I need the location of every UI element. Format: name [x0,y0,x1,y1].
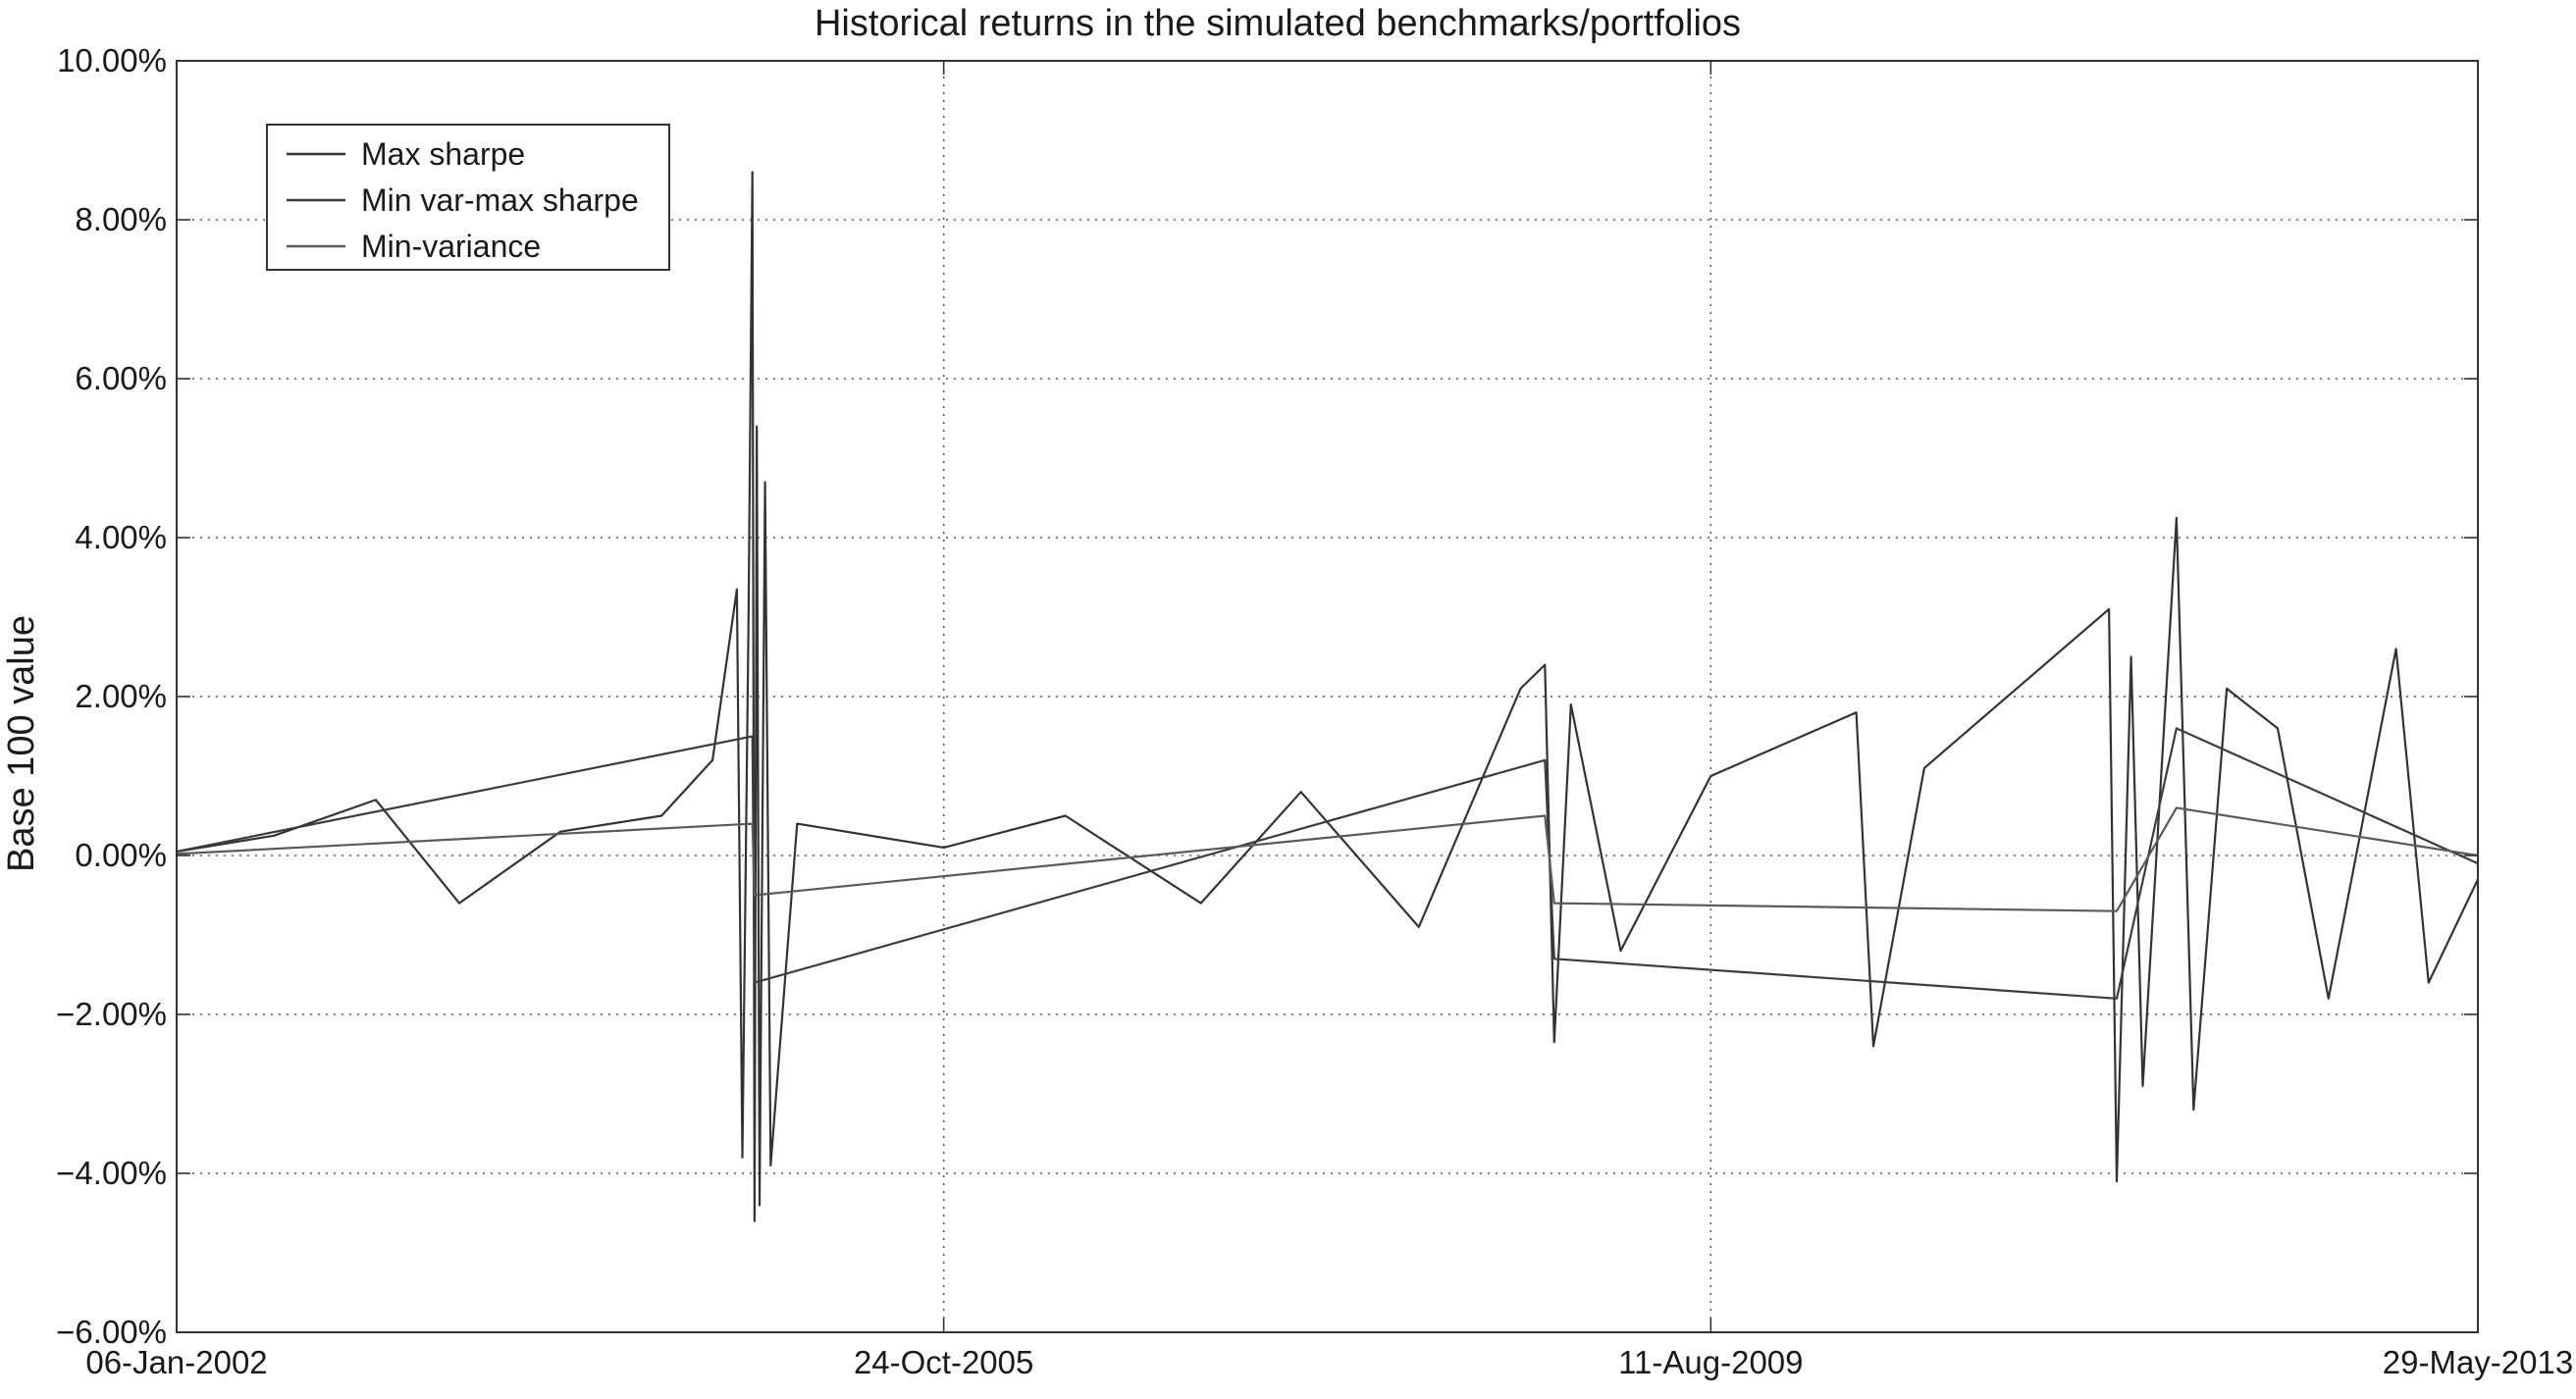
y-axis-label: Base 100 value [1,615,42,872]
legend-label: Max sharpe [361,136,525,172]
legend-label: Min-variance [361,229,541,264]
legend-label: Min var-max sharpe [361,182,639,218]
y-tick-label: 4.00% [75,519,167,555]
series-line-min-var-max-sharpe [176,727,2479,1000]
y-tick-label: 8.00% [75,201,167,237]
legend: Max sharpe Min var-max sharpe Min-variance [266,124,670,271]
x-tick-label: 24-Oct-2005 [854,1344,1033,1380]
gridlines [177,61,2478,1332]
series-lines [176,171,2479,1222]
y-tick-label: 6.00% [75,360,167,396]
chart-title: Historical returns in the simulated benc… [815,3,1741,44]
series-line-max-sharpe [176,171,2479,1222]
axes: 10.00% 8.00% 6.00% 4.00% 2.00% 0.00% −2.00% −4.… [56,42,2573,1380]
plot-frame [176,60,2479,1333]
x-tick-label: 11-Aug-2009 [1618,1344,1803,1380]
y-tick-label: −2.00% [56,996,167,1032]
x-tick-label: 06-Jan-2002 [85,1344,267,1380]
y-tick-label: 10.00% [57,42,167,78]
y-tick-label: −4.00% [56,1155,167,1191]
y-tick-label: 2.00% [75,678,167,714]
series-line-min-variance [176,806,2479,912]
y-tick-label: 0.00% [75,837,167,873]
x-tick-label: 29-May-2013 [2383,1344,2573,1380]
y-tick-label: −6.00% [56,1314,167,1350]
